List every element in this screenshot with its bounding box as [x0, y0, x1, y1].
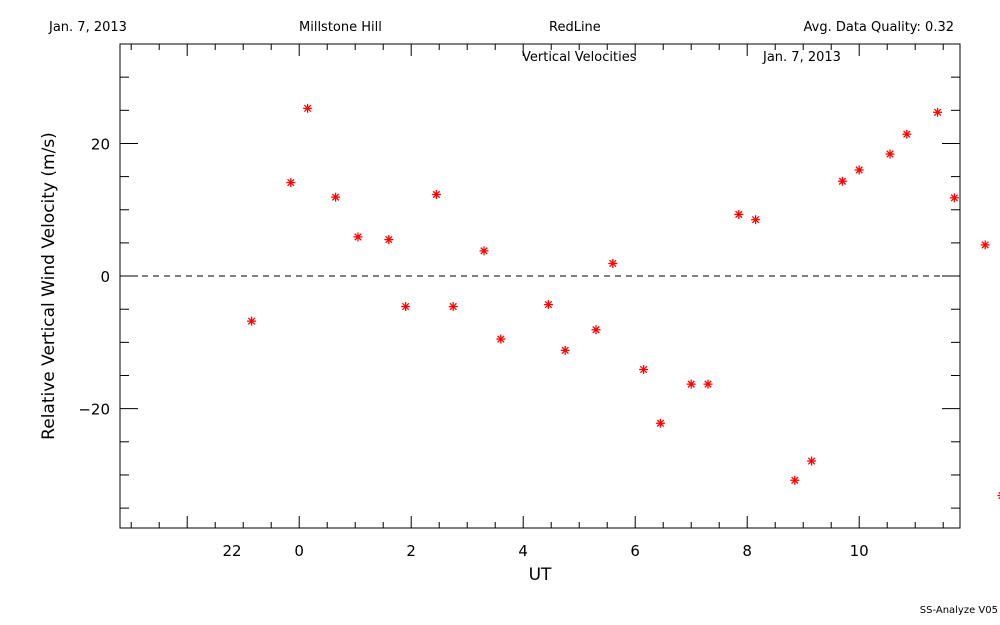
data-point — [431, 190, 441, 200]
x-tick-label: 0 — [294, 542, 304, 560]
data-point — [949, 193, 959, 203]
data-point — [837, 176, 847, 186]
data-point — [496, 334, 506, 344]
data-point — [751, 215, 761, 225]
data-point — [790, 475, 800, 485]
plot-frame — [119, 43, 961, 529]
data-point — [703, 379, 713, 389]
header-site: Millstone Hill — [299, 20, 382, 35]
y-tick-label: 0 — [100, 268, 110, 286]
x-tick-label: 6 — [630, 542, 640, 560]
x-tick-label: 10 — [850, 542, 869, 560]
chart-title: Vertical Velocities — [522, 50, 637, 65]
data-point — [286, 178, 296, 188]
data-point — [933, 107, 943, 117]
data-point — [353, 232, 363, 242]
footer-version: SS-Analyze V05 — [920, 605, 998, 616]
y-axis: −20 0 20 — [78, 43, 960, 509]
data-point — [608, 258, 618, 268]
data-point — [854, 165, 864, 175]
data-point — [384, 235, 394, 245]
data-point — [655, 418, 665, 428]
data-point — [902, 129, 912, 139]
data-point — [247, 316, 257, 326]
data-point — [734, 209, 744, 219]
y-tick-label: −20 — [78, 401, 110, 419]
data-point — [591, 325, 601, 335]
y-tick-label: 20 — [91, 135, 110, 153]
x-tick-label: 8 — [742, 542, 752, 560]
data-point — [639, 365, 649, 375]
data-point — [479, 246, 489, 256]
x-tick-label: 2 — [406, 542, 416, 560]
header-quality: Avg. Data Quality: 0.32 — [804, 20, 954, 35]
data-point — [807, 456, 817, 466]
data-point — [980, 240, 990, 250]
data-point — [448, 302, 458, 312]
x-tick-label: 22 — [222, 542, 241, 560]
data-point — [686, 379, 696, 389]
data-points — [247, 103, 1000, 500]
data-point — [401, 302, 411, 312]
x-axis-label: UT — [529, 565, 552, 585]
chart-title-date: Jan. 7, 2013 — [762, 50, 841, 65]
header-line: RedLine — [549, 20, 601, 35]
data-point — [331, 192, 341, 202]
x-axis: 22 0 2 4 6 8 10 — [130, 44, 944, 560]
y-axis-label: Relative Vertical Wind Velocity (m/s) — [39, 132, 59, 440]
header-date: Jan. 7, 2013 — [48, 20, 127, 35]
data-point — [885, 149, 895, 159]
x-tick-label: 4 — [518, 542, 528, 560]
data-point — [560, 345, 570, 355]
data-point — [543, 300, 553, 310]
data-point — [303, 103, 313, 113]
